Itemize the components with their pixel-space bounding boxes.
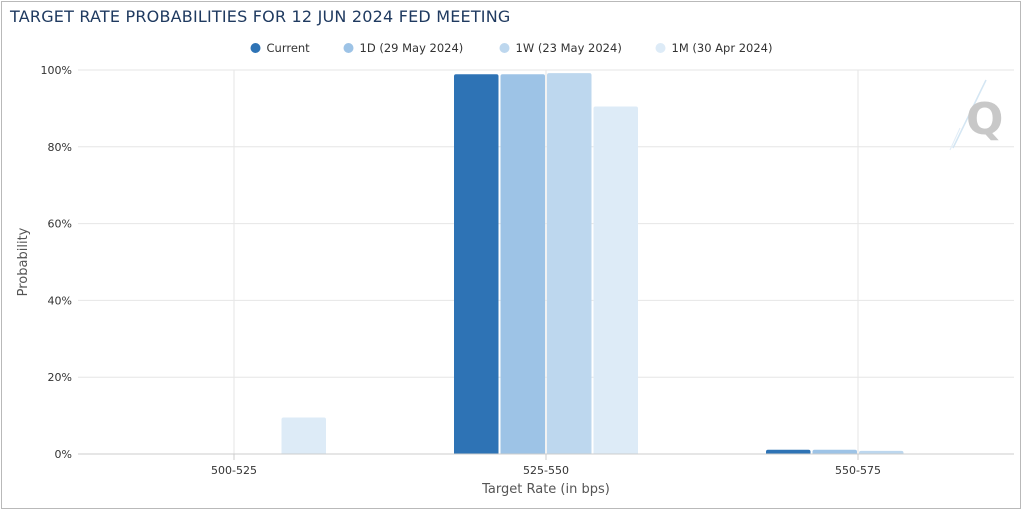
bar[interactable] [454,74,499,454]
legend-label: 1D (29 May 2024) [360,41,464,55]
legend-label: 1W (23 May 2024) [516,41,622,55]
chart-title: TARGET RATE PROBABILITIES FOR 12 JUN 202… [10,7,511,26]
legend-item[interactable]: 1W (23 May 2024) [499,41,622,55]
bar[interactable] [593,106,639,454]
legend-label: Current [267,41,311,55]
bar[interactable] [859,450,904,454]
bar[interactable] [547,73,592,455]
x-tick-label: 500-525 [211,464,257,477]
y-tick-label: 100% [41,64,72,77]
bar[interactable] [281,417,327,454]
legend-swatch [655,43,666,53]
legend[interactable]: Current 1D (29 May 2024) 1W (23 May 2024) 1… [250,41,773,55]
y-tick-label: 40% [48,294,72,307]
axes: 0% 20% 40% 60% 80% 100% 500-525 525-550 550-575 [41,64,1014,477]
grid-lines [78,69,1014,454]
y-tick-label: 60% [48,218,72,231]
y-tick-label: 80% [48,141,72,154]
legend-item[interactable]: Current [250,41,311,55]
y-axis-title: Probability [16,227,31,296]
legend-item[interactable]: 1M (30 Apr 2024) [655,41,773,55]
bar[interactable] [812,449,858,454]
bar[interactable] [766,449,811,454]
legend-item[interactable]: 1D (29 May 2024) [343,41,464,55]
y-tick-label: 0% [55,448,72,461]
legend-label: 1M (30 Apr 2024) [672,41,773,55]
bars [281,73,904,455]
legend-swatch [499,43,510,53]
legend-swatch [250,43,261,53]
x-axis-title: Target Rate (in bps) [481,482,610,497]
svg-text:Q: Q [966,94,1003,145]
y-tick-label: 20% [48,371,72,384]
bar[interactable] [500,74,546,454]
logo-q-icon: Q [949,79,1003,151]
x-tick-label: 525-550 [523,464,569,477]
legend-swatch [343,43,354,53]
x-tick-label: 550-575 [835,464,881,477]
